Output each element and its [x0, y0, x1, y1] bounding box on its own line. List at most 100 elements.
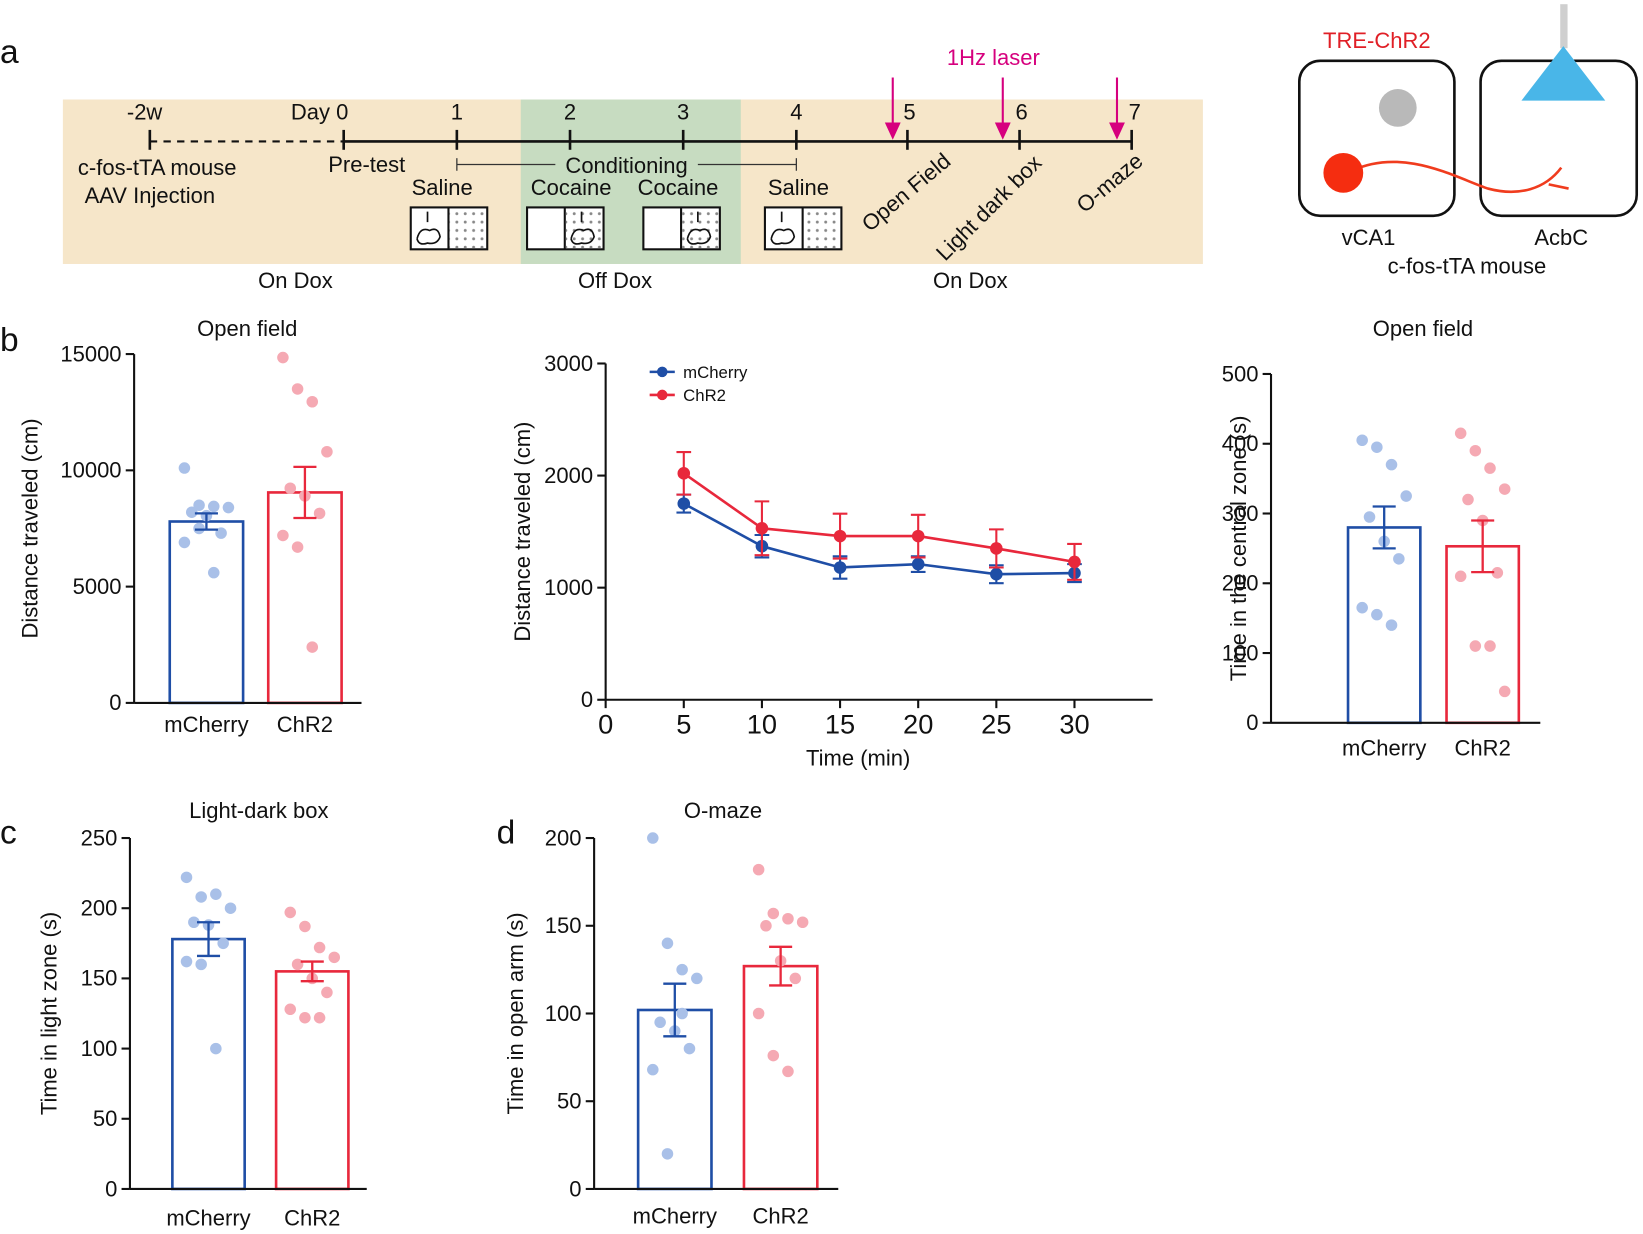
session-text: Cocaine — [531, 175, 612, 200]
data-point — [178, 536, 191, 549]
bar — [266, 491, 343, 705]
y-tick-label: 400 — [1222, 431, 1259, 456]
data-point — [217, 937, 229, 950]
data-point — [683, 1042, 696, 1055]
data-point — [1484, 640, 1496, 652]
data-point — [1393, 553, 1405, 565]
y-tick-label: 1000 — [544, 575, 593, 600]
data-point — [1498, 483, 1511, 495]
y-tick-label: 15000 — [60, 341, 121, 366]
data-point — [313, 1011, 326, 1024]
region-text: vCA1 — [1342, 225, 1396, 250]
panel-label: d — [497, 814, 516, 851]
x-tick-label: 25 — [981, 708, 1011, 739]
x-tick-label: 20 — [903, 708, 933, 739]
data-point — [210, 1042, 222, 1055]
data-point — [911, 557, 925, 571]
data-point — [1356, 434, 1368, 447]
x-tick-label: 15 — [825, 708, 855, 739]
data-point — [321, 445, 333, 458]
data-point — [755, 521, 769, 535]
data-point — [911, 529, 925, 543]
data-point — [1469, 444, 1482, 457]
data-point — [291, 383, 304, 395]
data-point — [796, 916, 809, 929]
session-text: Saline — [412, 175, 473, 200]
data-point — [180, 871, 193, 884]
data-point — [299, 920, 311, 933]
error-bar — [196, 921, 221, 958]
panel-label: c — [0, 814, 17, 851]
timeline: -2w Day 0 1 2 3 4 5 6 7 c-fos-tTA mouse … — [62, 45, 1203, 293]
data-point — [661, 937, 674, 950]
construct-text: TRE-ChR2 — [1323, 28, 1431, 53]
data-point — [291, 541, 304, 553]
y-tick-label: 100 — [545, 1001, 582, 1026]
x-tick-label: ChR2 — [753, 1204, 809, 1229]
data-point — [1356, 601, 1368, 614]
day-label: 2 — [564, 99, 576, 124]
data-point — [676, 1007, 688, 1020]
day-label: 4 — [790, 99, 802, 124]
y-axis-label: Distance traveled (cm) — [510, 422, 535, 642]
y-tick-label: 0 — [109, 690, 121, 715]
x-tick-label: ChR2 — [277, 712, 333, 737]
data-point — [782, 912, 794, 925]
data-point — [1363, 511, 1376, 523]
x-tick-label: 0 — [598, 708, 613, 739]
data-point — [195, 891, 207, 903]
data-point — [789, 972, 802, 985]
y-axis-label: Time in the central zone (s) — [1226, 416, 1251, 682]
data-point — [207, 566, 220, 579]
data-point — [1385, 458, 1398, 471]
data-point — [193, 522, 205, 535]
y-tick-label: 0 — [569, 1176, 581, 1201]
day-label: 3 — [677, 99, 689, 124]
y-tick-label: 3000 — [544, 351, 593, 376]
neuron-red — [1323, 152, 1364, 193]
data-point — [277, 529, 289, 542]
x-axis-label: Time (min) — [806, 746, 910, 771]
legend-marker — [656, 389, 668, 401]
data-point — [313, 941, 326, 954]
panel-label: a — [0, 34, 19, 71]
y-tick-label: 100 — [81, 1036, 118, 1061]
schematic: TRE-ChR2 vCA1 AcbC c-fos-tTA mouse — [1298, 4, 1639, 278]
x-tick-label: 5 — [676, 708, 691, 739]
pretest-text: Pre-test — [328, 152, 405, 177]
y-tick-label: 150 — [545, 913, 582, 938]
y-tick-label: 2000 — [544, 463, 593, 488]
data-point — [224, 902, 237, 914]
y-tick-label: 50 — [93, 1106, 117, 1131]
data-point — [1400, 490, 1412, 502]
session-text: Saline — [768, 175, 829, 200]
x-tick-label: ChR2 — [284, 1206, 340, 1231]
data-point — [760, 920, 772, 932]
y-tick-label: 300 — [1222, 501, 1259, 526]
data-point — [1462, 493, 1474, 506]
data-point — [1454, 570, 1467, 583]
data-point — [647, 1063, 659, 1076]
light-cone — [1521, 46, 1606, 101]
data-point — [180, 955, 193, 968]
chambers — [409, 206, 843, 251]
data-point — [321, 986, 333, 999]
data-point — [299, 1011, 311, 1024]
data-point — [277, 351, 289, 364]
y-axis-label: Distance traveled (cm) — [18, 418, 43, 638]
data-point — [767, 907, 780, 920]
data-point — [752, 863, 765, 876]
error-bar — [769, 945, 793, 987]
data-point — [990, 567, 1003, 581]
y-tick-label: 50 — [557, 1089, 581, 1114]
x-tick-label: mCherry — [1342, 735, 1426, 760]
error-bar — [663, 982, 687, 1038]
data-point — [284, 906, 297, 919]
data-point — [833, 529, 847, 543]
chart-title: Light-dark box — [189, 798, 328, 823]
bar — [742, 964, 819, 1191]
y-tick-label: 0 — [581, 687, 593, 712]
y-tick-label: 200 — [81, 896, 118, 921]
data-point — [767, 1049, 780, 1062]
data-point — [306, 641, 319, 653]
